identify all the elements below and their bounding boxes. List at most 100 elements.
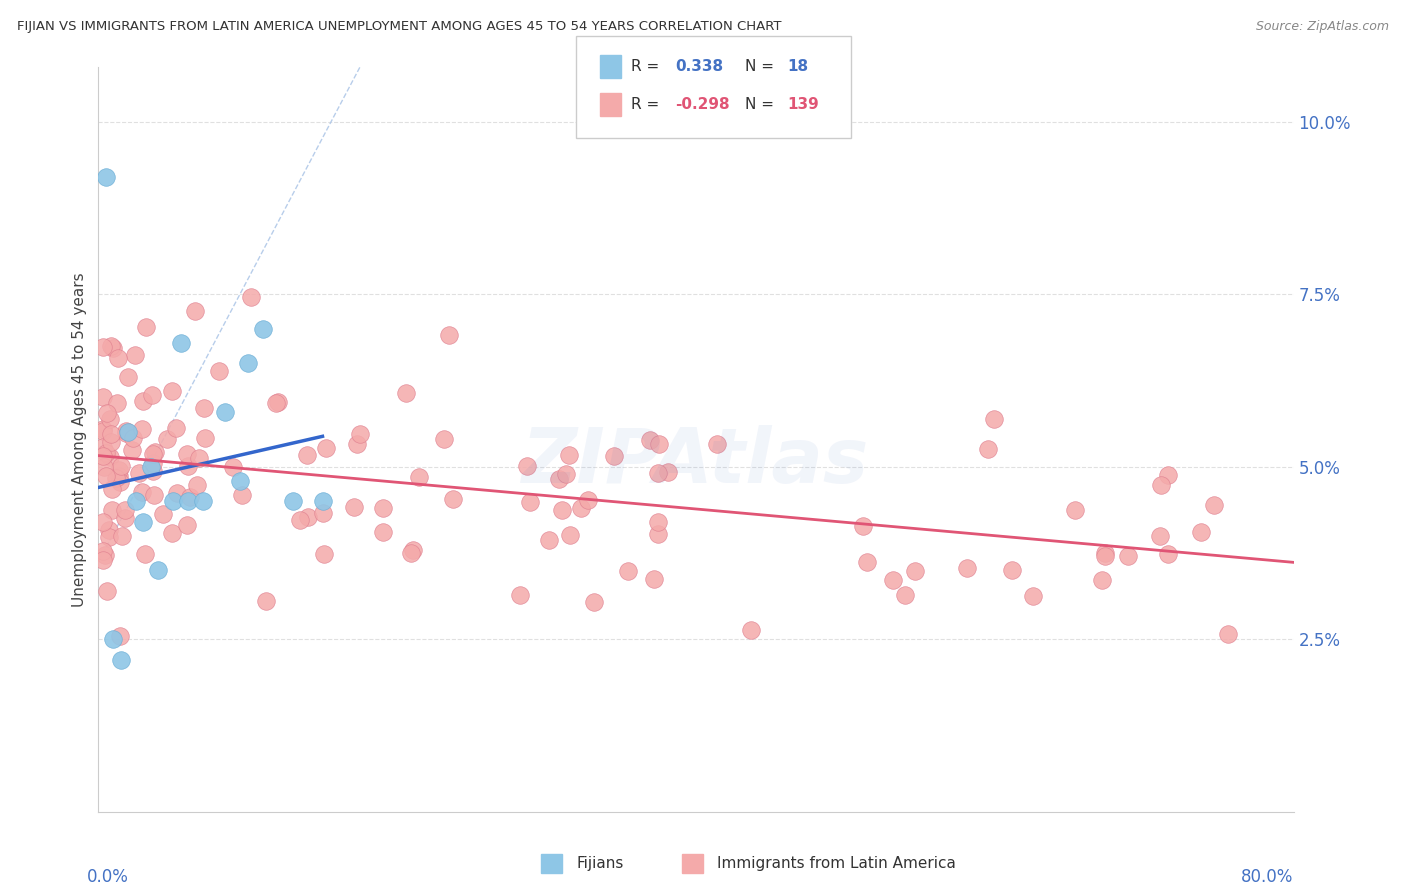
Point	[105, 396, 128, 410]
Point	[176, 517, 198, 532]
Point	[252, 322, 274, 336]
Point	[267, 395, 290, 409]
Point	[433, 432, 456, 446]
Point	[179, 491, 201, 505]
Point	[399, 545, 422, 559]
Point	[91, 440, 114, 454]
Point	[647, 515, 669, 529]
Point	[176, 447, 198, 461]
Point	[152, 508, 174, 522]
Point	[509, 588, 531, 602]
Point	[135, 320, 157, 334]
Point	[100, 450, 122, 464]
Text: R =: R =	[631, 60, 669, 74]
Point	[956, 561, 979, 575]
Point	[143, 445, 166, 459]
Point	[194, 431, 217, 445]
Point	[121, 443, 143, 458]
Point	[555, 467, 578, 481]
Point	[142, 464, 165, 478]
Point	[148, 563, 170, 577]
Point	[578, 493, 600, 508]
Point	[96, 446, 118, 460]
Point	[222, 460, 245, 475]
Point	[176, 459, 198, 474]
Point	[264, 395, 287, 409]
Y-axis label: Unemployment Among Ages 45 to 54 years: Unemployment Among Ages 45 to 54 years	[72, 272, 87, 607]
Point	[516, 459, 538, 474]
Point	[91, 553, 114, 567]
Point	[108, 629, 131, 643]
Point	[100, 426, 122, 441]
Point	[114, 424, 136, 438]
Text: 18: 18	[787, 60, 808, 74]
Point	[904, 564, 927, 578]
Point	[314, 547, 336, 561]
Point	[983, 412, 1005, 426]
Point	[548, 472, 571, 486]
Point	[343, 500, 366, 514]
Point	[214, 405, 236, 419]
Point	[93, 548, 115, 562]
Point	[1189, 525, 1212, 540]
Point	[125, 494, 148, 508]
Text: 80.0%: 80.0%	[1241, 868, 1294, 886]
Point	[894, 588, 917, 602]
Point	[315, 441, 337, 455]
Point	[311, 494, 333, 508]
Point	[1156, 467, 1178, 482]
Point	[143, 488, 166, 502]
Point	[1091, 573, 1114, 587]
Point	[160, 384, 183, 398]
Point	[97, 524, 120, 538]
Point	[177, 494, 200, 508]
Point	[165, 420, 187, 434]
Point	[132, 515, 155, 529]
Point	[108, 468, 131, 483]
Point	[856, 556, 879, 570]
Point	[108, 475, 131, 490]
Point	[647, 527, 669, 541]
Point	[295, 448, 318, 462]
Point	[100, 435, 122, 450]
Point	[560, 527, 582, 541]
Point	[349, 426, 371, 441]
Text: 0.338: 0.338	[675, 60, 723, 74]
Point	[236, 356, 259, 370]
Point	[111, 529, 134, 543]
Point	[229, 474, 252, 488]
Point	[1157, 547, 1180, 561]
Point	[131, 422, 153, 436]
Point	[91, 424, 114, 438]
Point	[207, 364, 229, 378]
Text: Immigrants from Latin America: Immigrants from Latin America	[717, 856, 956, 871]
Point	[977, 442, 1000, 456]
Point	[100, 339, 122, 353]
Text: R =: R =	[631, 97, 669, 112]
Point	[142, 456, 165, 470]
Point	[648, 437, 671, 451]
Point	[395, 385, 418, 400]
Point	[852, 519, 875, 533]
Point	[91, 449, 114, 463]
Point	[657, 466, 679, 480]
Text: ZIPAtlas: ZIPAtlas	[522, 425, 870, 499]
Point	[551, 503, 574, 517]
Point	[101, 342, 124, 356]
Point	[105, 471, 128, 485]
Point	[1149, 529, 1171, 543]
Point	[288, 513, 311, 527]
Point	[1116, 549, 1139, 563]
Point	[558, 448, 581, 462]
Point	[297, 510, 319, 524]
Point	[91, 421, 114, 435]
Point	[371, 525, 394, 540]
Point	[91, 544, 114, 558]
Point	[110, 653, 132, 667]
Point	[638, 433, 661, 447]
Text: Source: ZipAtlas.com: Source: ZipAtlas.com	[1256, 20, 1389, 33]
Point	[114, 502, 136, 516]
Point	[97, 529, 120, 543]
Point	[117, 370, 139, 384]
Point	[647, 467, 669, 481]
